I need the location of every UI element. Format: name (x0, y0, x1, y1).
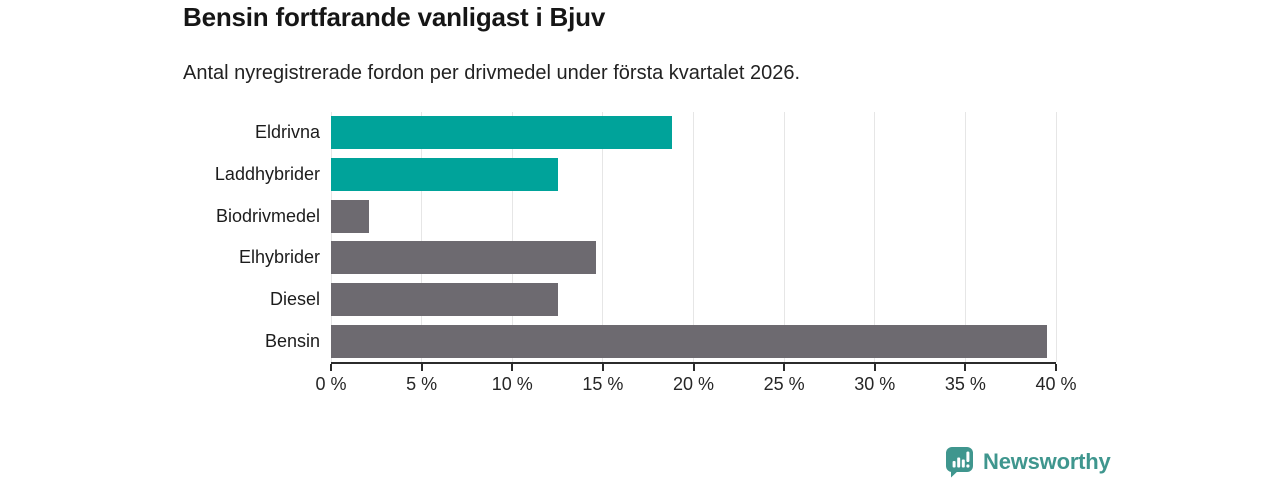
axis-tick (783, 364, 786, 371)
axis-tick-label: 25 % (763, 374, 805, 394)
bar-track (331, 282, 1056, 316)
x-axis: 0 % 5 % 10 % 15 % 20 % 25 % 30 % 35 % 40 % (315, 362, 1077, 394)
bar-chart-speech-bubble-icon (946, 447, 973, 478)
bar-biodrivmedel (331, 199, 370, 233)
newsworthy-logo[interactable]: Newsworthy (944, 445, 1111, 478)
bar-row: Elhybrider (183, 237, 1056, 279)
bar-laddhybrider (331, 157, 558, 191)
bar-row: Bensin (183, 320, 1056, 362)
category-label: Elhybrider (238, 247, 320, 268)
category-label: Bensin (264, 330, 320, 351)
axis-tick (511, 364, 514, 371)
category-label: Diesel (269, 288, 320, 309)
axis-tick-label: 5 % (406, 374, 438, 394)
axis-tick-label: 15 % (582, 374, 624, 394)
axis-tick-label: 20 % (672, 374, 715, 394)
bar-track (331, 199, 1056, 233)
axis-tick (873, 364, 876, 371)
bar-row: Laddhybrider (183, 154, 1056, 196)
axis-tick (330, 364, 332, 371)
axis-tick-label: 10 % (491, 374, 533, 394)
axis-tick-label: 30 % (854, 374, 896, 394)
newsworthy-logo-text: Newsworthy (983, 448, 1111, 474)
axis-tick (964, 364, 967, 371)
axis-tick-label: 0 % (315, 374, 347, 394)
bar-row: Diesel (183, 279, 1056, 321)
bar-row: Eldrivna (183, 112, 1056, 154)
chart-title: Bensin fortfarande vanligast i Bjuv (183, 2, 606, 32)
bar-track (331, 241, 1056, 275)
bar-bensin (331, 324, 1047, 358)
axis-tick (420, 364, 423, 371)
category-label: Eldrivna (254, 122, 320, 143)
bar-diesel (331, 282, 558, 316)
bar-track (331, 324, 1056, 358)
category-label: Biodrivmedel (215, 205, 320, 226)
axis-tick (601, 364, 604, 371)
axis-tick (692, 364, 695, 371)
category-label: Laddhybrider (214, 163, 320, 184)
axis-tick (1055, 364, 1057, 371)
axis-tick-label: 40 % (1035, 374, 1077, 394)
bar-track (331, 157, 1056, 191)
axis-tick-label: 35 % (944, 374, 986, 394)
bar-eldrivna (331, 116, 672, 150)
bar-rows: Eldrivna Laddhybrider Biodrivmedel Elhybrid… (183, 112, 1056, 362)
chart-subtitle: Antal nyregistrerade fordon per drivmede… (183, 62, 801, 84)
bar-track (331, 116, 1056, 150)
bar-row: Biodrivmedel (183, 195, 1056, 237)
bar-chart: Eldrivna Laddhybrider Biodrivmedel Elhybrid… (183, 112, 1077, 394)
bar-elhybrider (331, 241, 596, 275)
